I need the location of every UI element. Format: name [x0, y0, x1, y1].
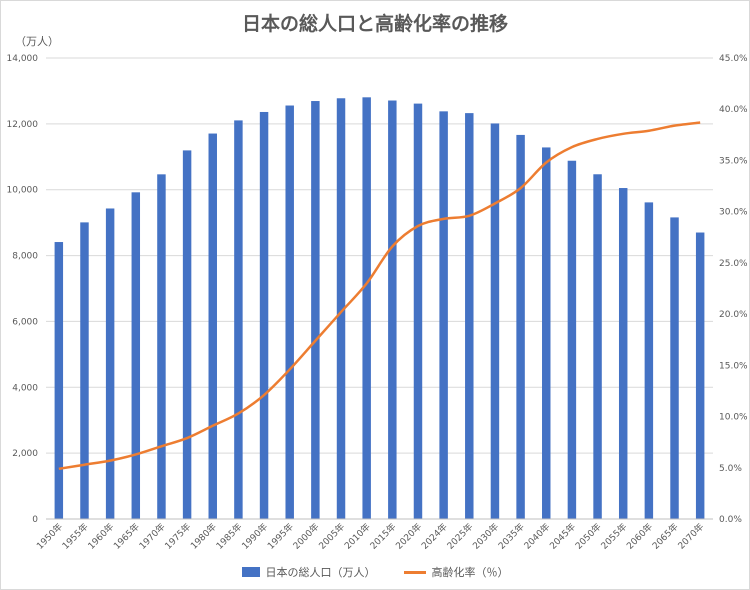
x-tick-label: 2070年	[675, 521, 706, 552]
bar-1950年	[54, 242, 64, 519]
bar-1965年	[131, 192, 141, 519]
y-left-tick-label: 14,000	[7, 54, 39, 64]
y-left-tick-label: 0	[32, 515, 38, 525]
x-tick-label: 2045年	[547, 521, 578, 552]
bar-2020年	[413, 103, 423, 519]
legend-label-aging-rate: 高齢化率（％）	[431, 566, 509, 579]
x-tick-label: 2024年	[419, 521, 450, 552]
aging-rate-line	[58, 121, 701, 471]
bar-1955年	[80, 222, 89, 519]
bar-1980年	[208, 133, 217, 519]
y-left-tick-label: 6,000	[12, 317, 38, 327]
bar-1985年	[234, 120, 243, 519]
bar-2035年	[516, 134, 525, 519]
bar-2030年	[490, 123, 500, 519]
bar-2040年	[542, 147, 551, 519]
left-axis-unit-label: （万人）	[15, 35, 59, 48]
y-right-tick-label: 20.0%	[719, 310, 748, 320]
x-tick-label: 1980年	[188, 521, 219, 552]
y-left-tick-label: 4,000	[12, 383, 38, 393]
legend-item-population: 日本の総人口（万人）	[241, 564, 376, 580]
x-tick-label: 2020年	[393, 521, 424, 552]
y-right-tick-label: 5.0%	[719, 464, 742, 474]
x-tick-label: 2065年	[650, 521, 681, 552]
x-tick-label: 1970年	[137, 521, 168, 552]
x-tick-label: 1955年	[60, 521, 91, 552]
x-tick-label: 1995年	[265, 521, 296, 552]
bar-2070年	[695, 232, 705, 519]
y-left-tick-label: 2,000	[12, 449, 38, 459]
y-left-tick-label: 8,000	[12, 252, 38, 262]
y-left-tick-label: 12,000	[7, 120, 39, 130]
bar-2045年	[567, 160, 577, 520]
bar-1995年	[285, 105, 294, 519]
x-tick-label: 1985年	[213, 521, 244, 552]
x-tick-label: 2035年	[496, 521, 527, 552]
x-tick-label: 1975年	[162, 521, 193, 552]
bar-1975年	[182, 150, 192, 519]
y-right-tick-label: 40.0%	[719, 105, 748, 115]
bar-1970年	[157, 174, 166, 519]
y-left-tick-label: 10,000	[7, 186, 39, 196]
x-tick-label: 2000年	[290, 521, 321, 552]
legend-swatch-line	[403, 570, 426, 574]
x-tick-label: 2040年	[521, 521, 552, 552]
legend-swatch-bar	[241, 567, 260, 577]
y-right-tick-label: 15.0%	[719, 361, 748, 371]
y-right-tick-label: 30.0%	[719, 208, 748, 218]
bar-2060年	[644, 202, 654, 519]
y-right-tick-label: 35.0%	[719, 156, 748, 166]
bar-1960年	[105, 208, 115, 519]
bar-2010年	[362, 97, 371, 519]
x-tick-label: 2005年	[316, 521, 347, 552]
x-tick-label: 1960年	[85, 521, 116, 552]
bar-2055年	[618, 188, 628, 520]
chart-legend: 日本の総人口（万人） 高齢化率（％）	[1, 564, 749, 580]
legend-label-population: 日本の総人口（万人）	[265, 566, 376, 579]
x-tick-label: 2060年	[624, 521, 655, 552]
x-tick-label: 2050年	[573, 521, 604, 552]
bar-2050年	[593, 174, 602, 519]
bar-2000年	[311, 101, 320, 519]
chart-title: 日本の総人口と高齢化率の推移	[241, 13, 508, 35]
bar-2015年	[388, 100, 397, 519]
bar-2025年	[465, 113, 474, 519]
x-tick-label: 1950年	[34, 521, 65, 552]
x-tick-label: 2030年	[470, 521, 501, 552]
legend-item-aging-rate: 高齢化率（％）	[403, 564, 509, 580]
y-right-tick-label: 25.0%	[719, 259, 748, 269]
y-right-tick-label: 10.0%	[719, 413, 748, 423]
bar-1990年	[259, 111, 269, 520]
y-right-tick-label: 45.0%	[719, 54, 748, 64]
bar-2005年	[336, 98, 346, 520]
bar-2024年	[439, 111, 448, 519]
x-tick-label: 2010年	[342, 521, 373, 552]
x-tick-label: 2055年	[598, 521, 629, 552]
x-tick-label: 1965年	[111, 521, 142, 552]
x-tick-label: 1990年	[239, 521, 270, 552]
x-tick-label: 2015年	[367, 521, 398, 552]
x-tick-label: 2025年	[444, 521, 475, 552]
y-right-tick-label: 0.0%	[719, 515, 742, 525]
bar-2065年	[670, 217, 679, 519]
